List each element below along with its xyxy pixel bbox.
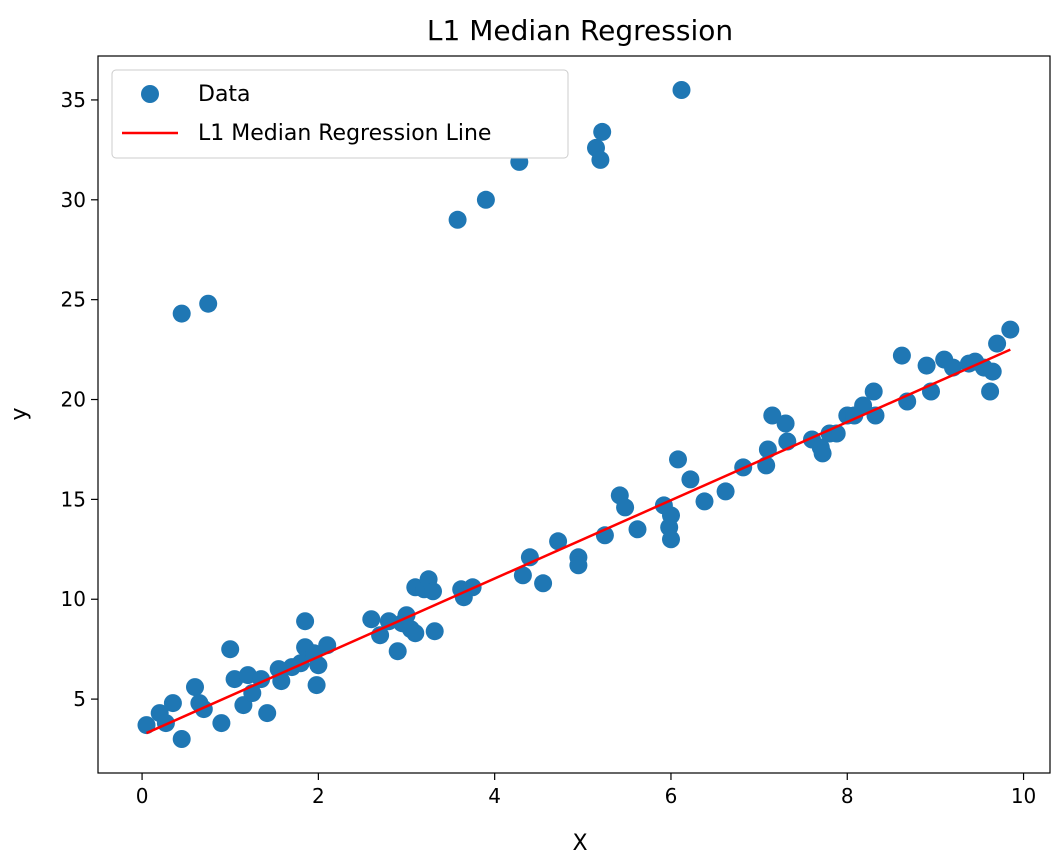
data-point-47 <box>513 566 532 585</box>
data-point-30 <box>379 612 398 631</box>
data-point-54 <box>591 150 610 169</box>
data-point-64 <box>669 450 687 469</box>
regression-line <box>145 348 1011 735</box>
data-point-94 <box>981 382 1000 401</box>
plot-background <box>98 56 1050 773</box>
data-point-0 <box>137 716 156 735</box>
data-point-41 <box>448 210 467 229</box>
y-tick-label-0: 5 <box>73 687 86 711</box>
data-point-9 <box>199 294 218 313</box>
data-point-19 <box>272 672 291 691</box>
data-point-83 <box>864 382 883 401</box>
y-tick-label-6: 35 <box>61 88 86 112</box>
data-point-11 <box>221 640 240 659</box>
data-point-5 <box>172 304 191 323</box>
data-point-3 <box>163 694 182 713</box>
data-point-63 <box>662 506 680 525</box>
data-point-49 <box>534 574 553 593</box>
plot-frame <box>97 55 1051 774</box>
y-tick-label-4: 25 <box>61 288 86 312</box>
data-point-96 <box>988 334 1007 353</box>
data-point-31 <box>388 642 407 661</box>
legend-line-label: L1 Median Regression Line <box>198 121 491 146</box>
data-point-77 <box>813 444 832 463</box>
data-point-26 <box>309 656 328 675</box>
x-tick-label-4: 8 <box>841 784 854 808</box>
data-point-28 <box>362 610 381 629</box>
legend-data-marker <box>141 85 159 103</box>
x-tick-label-0: 0 <box>136 784 149 808</box>
data-point-39 <box>424 582 442 601</box>
x-tick-label-3: 6 <box>665 784 678 808</box>
legend: Data L1 Median Regression Line <box>111 69 569 159</box>
data-point-17 <box>258 704 277 723</box>
x-tick-label-5: 10 <box>1011 784 1036 808</box>
data-point-68 <box>716 482 735 501</box>
data-point-25 <box>307 676 326 695</box>
y-tick-label-1: 10 <box>61 587 86 611</box>
data-point-45 <box>476 190 495 209</box>
data-point-66 <box>681 470 700 489</box>
legend-box <box>111 69 569 159</box>
data-point-40 <box>425 622 444 641</box>
legend-data-label: Data <box>198 82 251 107</box>
data-point-59 <box>628 520 647 539</box>
y-tick-label-3: 20 <box>61 388 86 412</box>
data-marks <box>137 81 1020 748</box>
x-axis-label: X <box>572 831 587 856</box>
data-point-22 <box>296 612 315 631</box>
data-point-95 <box>983 362 1002 381</box>
data-point-35 <box>406 624 425 643</box>
chart-title: L1 Median Regression <box>427 14 733 47</box>
data-point-58 <box>616 498 635 517</box>
data-point-65 <box>672 81 691 99</box>
data-point-67 <box>695 492 714 511</box>
data-point-52 <box>569 556 588 575</box>
y-tick-label-5: 30 <box>61 188 86 212</box>
data-point-6 <box>186 678 204 697</box>
data-point-87 <box>917 356 936 375</box>
x-tick-label-1: 2 <box>312 784 325 808</box>
regression-line-layer <box>145 348 1011 735</box>
data-point-10 <box>212 714 231 733</box>
y-tick-label-2: 15 <box>61 487 86 511</box>
data-point-62 <box>662 530 680 549</box>
data-point-73 <box>776 414 795 433</box>
y-axis-ticks: 5 10 15 20 25 30 35 <box>61 88 98 711</box>
data-point-50 <box>549 532 568 551</box>
data-point-71 <box>758 440 777 459</box>
data-point-85 <box>892 346 911 365</box>
data-point-55 <box>593 122 612 141</box>
data-point-72 <box>763 406 782 425</box>
data-point-4 <box>172 730 191 748</box>
y-axis-label: y <box>7 407 32 420</box>
x-tick-label-2: 4 <box>488 784 501 808</box>
data-point-97 <box>1001 320 1020 339</box>
x-axis-ticks: 0 2 4 6 8 10 <box>136 773 1036 808</box>
data-point-82 <box>854 396 873 415</box>
